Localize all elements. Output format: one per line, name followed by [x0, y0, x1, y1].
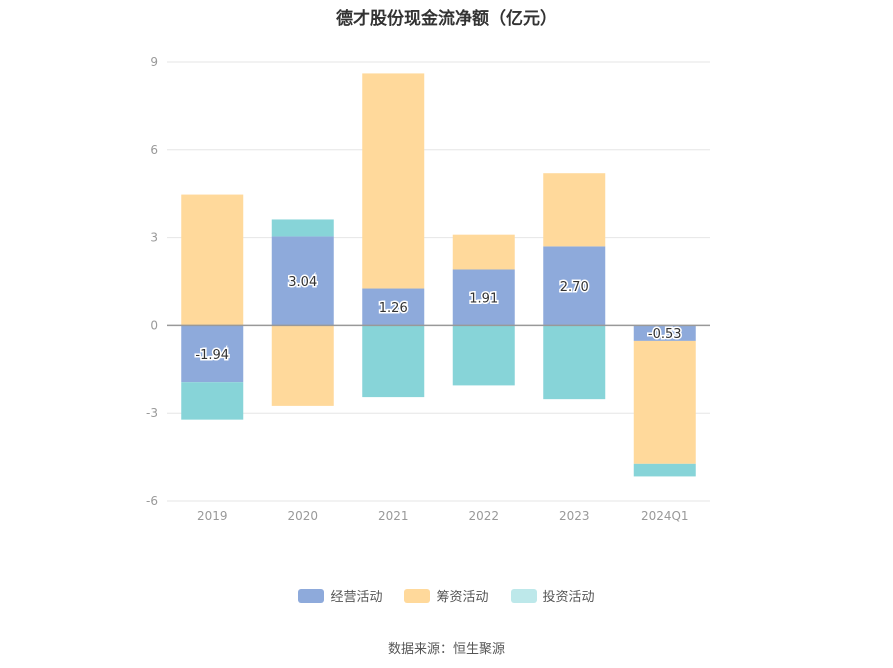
bar-segment[interactable] [181, 194, 244, 326]
legend: 经营活动 筹资活动 投资活动 [0, 586, 893, 605]
bar-segment[interactable] [181, 325, 244, 383]
chart-title: 德才股份现金流净额（亿元） [336, 9, 557, 29]
bar-segment[interactable] [543, 173, 606, 247]
x-tick-label: 2019 [197, 509, 228, 523]
label-layer: -1.94 3.04 1.26 1.91 2.70 -0.53 [194, 273, 683, 364]
bar-segment[interactable] [271, 325, 334, 406]
bar-segment[interactable] [452, 234, 515, 270]
data-label: -1.94 [195, 348, 229, 363]
y-tick-label: 9 [150, 55, 158, 69]
bar-segment[interactable] [633, 463, 696, 477]
data-label: 2.70 [560, 280, 589, 295]
legend-label-operating: 经营活动 [330, 590, 383, 605]
y-tick-label: 3 [150, 231, 158, 245]
legend-item-investing[interactable]: 投资活动 [510, 586, 595, 605]
legend-item-financing[interactable]: 筹资活动 [404, 586, 489, 605]
x-tick-label: 2024Q1 [641, 509, 689, 523]
grid-layer [167, 61, 710, 502]
y-tick-label: -3 [146, 406, 158, 420]
axis-layer: 9 6 3 0 -3 -6 2019 2020 2021 2022 2023 2024Q1 [146, 55, 710, 523]
bar-segment[interactable] [362, 325, 425, 398]
x-tick-label: 2020 [287, 509, 318, 523]
data-label: 1.91 [469, 291, 498, 306]
bar-segment[interactable] [362, 73, 425, 289]
y-tick-label: 0 [150, 318, 158, 332]
bar-segment[interactable] [452, 325, 515, 386]
legend-label-financing: 筹资活动 [436, 590, 489, 605]
x-tick-label: 2023 [559, 509, 590, 523]
bar-layer [181, 73, 696, 477]
legend-swatch-operating [298, 588, 325, 603]
bar-segment[interactable] [633, 340, 696, 464]
y-tick-label: 6 [150, 143, 158, 157]
data-label: 3.04 [288, 275, 317, 290]
bar-segment[interactable] [543, 325, 606, 400]
source-note: 数据来源：恒生聚源 [387, 642, 505, 657]
x-tick-label: 2021 [378, 509, 409, 523]
x-tick-label: 2022 [468, 509, 499, 523]
bar-segment[interactable] [543, 246, 606, 326]
data-label: 1.26 [379, 301, 408, 316]
legend-swatch-investing [510, 588, 537, 603]
bar-segment[interactable] [452, 269, 515, 326]
bar-segment[interactable] [271, 236, 334, 326]
bar-segment[interactable] [362, 288, 425, 326]
bar-segment[interactable] [633, 325, 696, 341]
legend-item-operating[interactable]: 经营活动 [298, 586, 382, 605]
y-tick-label: -6 [146, 494, 158, 508]
legend-swatch-financing [404, 588, 431, 603]
data-label: -0.53 [648, 327, 682, 342]
bar-segment[interactable] [181, 382, 244, 420]
bar-segment[interactable] [271, 219, 334, 237]
legend-label-investing: 投资活动 [542, 590, 595, 605]
